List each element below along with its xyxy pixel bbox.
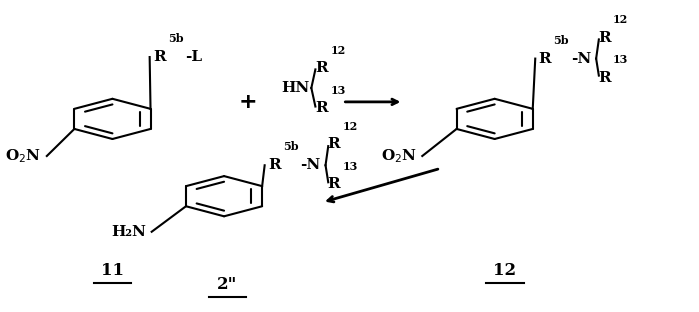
Text: -N: -N bbox=[301, 158, 321, 172]
Text: 5b: 5b bbox=[283, 141, 298, 152]
Text: 5b: 5b bbox=[168, 33, 184, 44]
Text: 12: 12 bbox=[330, 45, 345, 56]
Text: 5b: 5b bbox=[554, 35, 569, 46]
Text: R: R bbox=[598, 71, 611, 85]
Text: R: R bbox=[315, 61, 328, 75]
Text: 12: 12 bbox=[493, 262, 517, 279]
Text: -N: -N bbox=[571, 51, 591, 66]
Text: H₂N: H₂N bbox=[111, 225, 146, 239]
Text: HN: HN bbox=[282, 81, 310, 95]
Text: 13: 13 bbox=[343, 161, 358, 172]
Text: R: R bbox=[539, 51, 552, 66]
Text: 13: 13 bbox=[613, 54, 628, 66]
Text: 12: 12 bbox=[343, 121, 358, 132]
Text: 12: 12 bbox=[613, 14, 628, 25]
Text: -L: -L bbox=[185, 50, 203, 64]
Text: O$_2$N: O$_2$N bbox=[381, 147, 417, 165]
Text: R: R bbox=[268, 158, 281, 172]
Text: 11: 11 bbox=[101, 262, 124, 279]
Text: +: + bbox=[238, 92, 257, 112]
Text: R: R bbox=[153, 50, 166, 64]
Text: R: R bbox=[598, 31, 611, 45]
Text: 2": 2" bbox=[217, 276, 238, 293]
Text: R: R bbox=[315, 101, 328, 115]
Text: 13: 13 bbox=[330, 85, 345, 96]
Text: O$_2$N: O$_2$N bbox=[6, 147, 41, 165]
Text: R: R bbox=[328, 137, 340, 151]
Text: R: R bbox=[328, 178, 340, 192]
